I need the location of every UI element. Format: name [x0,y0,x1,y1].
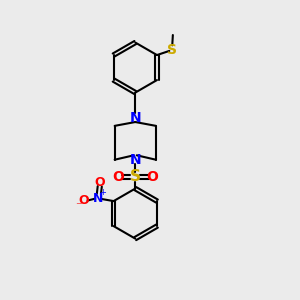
Text: S: S [130,169,141,184]
Text: O: O [79,194,89,207]
Text: ⁻: ⁻ [76,200,82,213]
Text: N: N [130,153,141,167]
Text: +: + [99,188,106,197]
Text: N: N [93,192,104,205]
Text: O: O [146,170,158,184]
Text: O: O [112,170,124,184]
Text: N: N [130,111,141,124]
Text: S: S [167,43,177,57]
Text: O: O [94,176,105,189]
